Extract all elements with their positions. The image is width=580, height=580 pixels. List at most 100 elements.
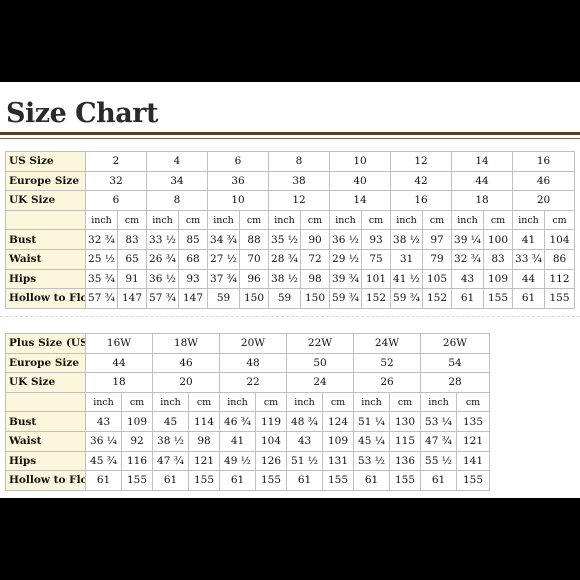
- unit-inch: inch: [512, 209, 545, 231]
- unit-row: inch cm inch cm inch cm inch cm inch cm inch cm: [5, 391, 490, 413]
- measurement-cell: 61: [451, 288, 484, 309]
- measurement-cell: 152: [361, 288, 391, 309]
- measurement-cell: 109: [322, 430, 354, 452]
- measurement-cell: 39 ¼: [451, 229, 484, 250]
- plus-size-table: Plus Size (US) 16W 18W 20W 22W 24W 26W Europe S…: [5, 333, 490, 491]
- measurement-cell: 38 ½: [390, 229, 423, 250]
- size-row: Plus Size (US) 16W 18W 20W 22W 24W 26W: [5, 333, 490, 354]
- measurement-cell: 155: [456, 470, 490, 491]
- size-cell: 24W: [353, 333, 421, 354]
- size-chart-panel: Size Chart US Size 2 4 6 8 10 12 14 16 Europe Siz…: [0, 82, 580, 498]
- measurement-cell: 46 ¾: [219, 411, 256, 432]
- measurement-cell: 72: [300, 248, 330, 270]
- measurement-cell: 98: [300, 268, 330, 290]
- size-cell: 12: [268, 190, 330, 211]
- measurement-cell: 33 ¾: [512, 248, 545, 270]
- measurement-cell: 104: [544, 229, 575, 250]
- size-cell: 52: [353, 352, 421, 374]
- measurement-cell: 115: [389, 430, 421, 452]
- measurement-cell: 155: [483, 288, 513, 309]
- measurement-cell: 116: [121, 450, 153, 472]
- measurement-cell: 100: [483, 229, 513, 250]
- measurement-cell: 51 ½: [286, 450, 323, 472]
- size-cell: 36: [207, 170, 269, 192]
- measurement-cell: 45 ¼: [353, 430, 390, 452]
- size-cell: 8: [146, 190, 208, 211]
- size-cell: 18: [451, 190, 513, 211]
- size-cell: 16W: [85, 333, 153, 354]
- measurement-cell: 65: [117, 248, 147, 270]
- measurement-cell: 92: [121, 430, 153, 452]
- measurement-cell: 36 ¼: [85, 430, 122, 452]
- measurement-cell: 45 ¾: [85, 450, 122, 472]
- measurement-cell: 124: [322, 411, 354, 432]
- row-label: Waist: [5, 430, 86, 452]
- measurement-cell: 34 ¾: [207, 229, 240, 250]
- measurement-cell: 44: [512, 268, 545, 290]
- unit-cm: cm: [239, 209, 269, 231]
- measurement-cell: 59: [268, 288, 301, 309]
- size-cell: 34: [146, 170, 208, 192]
- unit-inch: inch: [152, 391, 189, 413]
- measurement-cell: 97: [422, 229, 452, 250]
- measurement-cell: 91: [117, 268, 147, 290]
- measurement-row: Hollow to Floor6115561155611556115561155…: [5, 470, 490, 491]
- size-cell: 16: [512, 151, 575, 172]
- unit-cm: cm: [255, 391, 287, 413]
- size-cell: 40: [329, 170, 391, 192]
- measurement-cell: 93: [178, 268, 208, 290]
- measurement-cell: 53 ¼: [420, 411, 457, 432]
- size-cell: 32: [85, 170, 147, 192]
- measurement-cell: 150: [300, 288, 330, 309]
- measurement-cell: 33 ½: [146, 229, 179, 250]
- measurement-cell: 38 ½: [152, 430, 189, 452]
- measurement-cell: 109: [483, 268, 513, 290]
- measurement-cell: 61: [286, 470, 323, 491]
- size-cell: 22W: [286, 333, 354, 354]
- measurement-cell: 25 ½: [85, 248, 118, 270]
- measurement-cell: 61: [152, 470, 189, 491]
- unit-cm: cm: [117, 209, 147, 231]
- measurement-cell: 155: [389, 470, 421, 491]
- size-cell: 26W: [420, 333, 490, 354]
- row-label-empty: [5, 391, 86, 413]
- row-label: Bust: [5, 411, 86, 432]
- size-cell: 48: [219, 352, 287, 374]
- size-cell: 14: [329, 190, 391, 211]
- size-cell: 42: [390, 170, 452, 192]
- measurement-cell: 114: [188, 411, 220, 432]
- size-cell: 54: [420, 352, 490, 374]
- row-label: Hips: [5, 268, 86, 290]
- unit-cm: cm: [361, 209, 391, 231]
- measurement-cell: 47 ¾: [152, 450, 189, 472]
- unit-cm: cm: [300, 209, 330, 231]
- measurement-cell: 121: [188, 450, 220, 472]
- size-cell: 20W: [219, 333, 287, 354]
- size-cell: 12: [390, 151, 452, 172]
- unit-row: inch cm inch cm inch cm inch cm inch cm inch cm inch…: [5, 209, 575, 231]
- measurement-cell: 39 ¾: [329, 268, 362, 290]
- size-cell: 46: [512, 170, 575, 192]
- measurement-cell: 41 ½: [390, 268, 423, 290]
- unit-cm: cm: [188, 391, 220, 413]
- size-cell: 18: [85, 372, 153, 393]
- unit-cm: cm: [544, 209, 575, 231]
- row-label: Hips: [5, 450, 86, 472]
- row-label: Plus Size (US): [5, 333, 86, 354]
- unit-inch: inch: [451, 209, 484, 231]
- size-cell: 10: [329, 151, 391, 172]
- measurement-cell: 141: [456, 450, 490, 472]
- size-cell: 44: [451, 170, 513, 192]
- unit-inch: inch: [353, 391, 390, 413]
- measurement-cell: 155: [544, 288, 575, 309]
- measurement-cell: 43: [85, 411, 122, 432]
- measurement-cell: 47 ¾: [420, 430, 457, 452]
- size-cell: 38: [268, 170, 330, 192]
- measurement-cell: 152: [422, 288, 452, 309]
- measurement-cell: 150: [239, 288, 269, 309]
- measurement-cell: 135: [456, 411, 490, 432]
- measurement-cell: 85: [178, 229, 208, 250]
- measurement-cell: 43: [286, 430, 323, 452]
- unit-cm: cm: [422, 209, 452, 231]
